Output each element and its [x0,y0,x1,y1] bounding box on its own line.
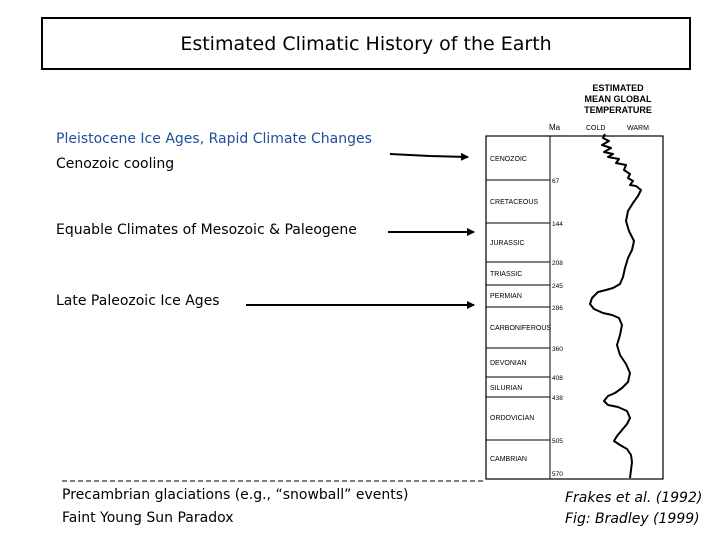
figure-header-line1: ESTIMATED [592,83,644,93]
annotation-pleistocene: Pleistocene Ice Ages, Rapid Climate Chan… [56,131,372,147]
age-245: 245 [552,283,563,290]
temperature-curve [589,133,642,479]
annotation-equable-climates: Equable Climates of Mesozoic & Paleogene [56,222,357,238]
period-triassic: TRIASSIC [490,271,522,278]
period-jurassic: JURASSIC [490,240,525,247]
citation-bradley: Fig: Bradley (1999) [565,511,700,527]
period-permian: PERMIAN [490,293,522,300]
period-cenozoic: CENOZOIC [490,156,527,163]
annotation-faint-young-sun: Faint Young Sun Paradox [62,510,234,526]
cold-label: COLD [586,125,605,132]
age-144: 144 [552,221,563,228]
warm-label: WARM [627,125,649,132]
annotation-late-paleozoic: Late Paleozoic Ice Ages [56,293,220,309]
page-title: Estimated Climatic History of the Earth [180,32,552,55]
age-360: 360 [552,346,563,353]
period-ordovician: ORDOVICIAN [490,415,534,422]
ma-label: Ma [549,123,561,132]
period-silurian: SILURIAN [490,385,522,392]
figure-header-line3: TEMPERATURE [584,105,652,115]
annotation-precambrian: Precambrian glaciations (e.g., “snowball… [62,487,409,503]
period-devonian: DEVONIAN [490,360,527,367]
citation-frakes: Frakes et al. (1992) [565,490,703,506]
period-cretaceous: CRETACEOUS [490,199,538,206]
title-box: Estimated Climatic History of the Earth [41,17,691,70]
age-408: 408 [552,375,563,382]
annotation-cenozoic-cooling: Cenozoic cooling [56,156,175,172]
period-cambrian: CAMBRIAN [490,456,527,463]
age-505: 505 [552,438,563,445]
age-67: 67 [552,178,560,185]
figure-header-line2: MEAN GLOBAL [585,94,652,104]
age-208: 208 [552,260,563,267]
period-carboniferous: CARBONIFEROUS [490,325,551,332]
arrow-cenozoic [389,152,469,161]
age-438: 438 [552,395,563,402]
age-570: 570 [552,471,563,478]
age-286: 286 [552,305,563,312]
